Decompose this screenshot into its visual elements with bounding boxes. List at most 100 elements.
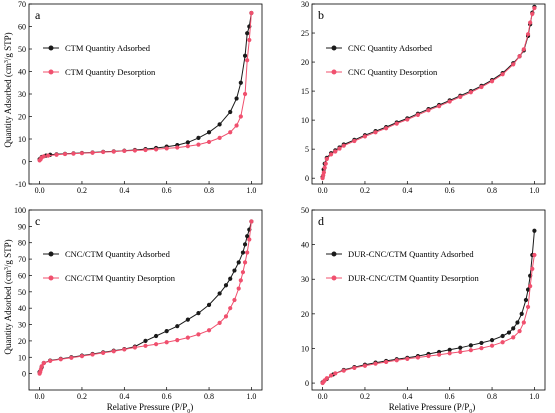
y-tick-label: 0 <box>305 174 309 183</box>
y-tick-label: 40 <box>301 241 309 250</box>
y-tick-label: 10 <box>18 135 26 144</box>
data-point <box>101 149 106 155</box>
data-point <box>479 340 484 346</box>
data-point <box>511 335 516 340</box>
data-point <box>206 130 212 135</box>
data-point <box>228 306 233 311</box>
y-tick-label: 70 <box>18 255 26 264</box>
data-point <box>525 304 531 310</box>
x-tick-label: 0.6 <box>445 392 455 401</box>
x-axis-title-right: Relative Pressure (P/P0) <box>389 402 476 413</box>
legend-label: CNC Quantity Desorption <box>348 67 438 77</box>
data-point <box>447 99 452 104</box>
data-point <box>511 326 516 331</box>
y-axis-title-top: Quantity Adsorbed (cm3/g STP) <box>3 32 13 147</box>
data-point <box>238 278 243 283</box>
data-point <box>245 234 250 239</box>
legend-label: CNC/CTM Quantity Desorption <box>65 273 176 283</box>
y-tick-label: 20 <box>18 113 26 122</box>
data-point <box>458 94 463 100</box>
y-tick-label: 30 <box>18 90 26 99</box>
data-point <box>153 342 159 347</box>
y-axis-title-bottom: Quantity Adsorbed (cm3/g STP) <box>3 239 13 354</box>
data-point <box>48 358 53 363</box>
data-point <box>362 363 368 368</box>
data-point <box>132 345 138 350</box>
data-point <box>236 286 241 291</box>
data-point <box>228 130 233 135</box>
x-tick-label: 0.2 <box>77 186 87 195</box>
data-point <box>242 53 248 58</box>
data-point <box>196 142 201 147</box>
data-point <box>341 143 346 148</box>
data-point <box>489 343 495 348</box>
data-point <box>532 5 537 11</box>
legend-label: CNC Quantity Adsorbed <box>348 43 433 53</box>
data-point <box>511 62 516 67</box>
y-tick-label: 50 <box>18 288 26 297</box>
data-point <box>333 371 338 376</box>
data-point <box>352 365 357 370</box>
data-point <box>206 328 212 333</box>
series-line <box>322 7 535 179</box>
data-point <box>217 291 222 296</box>
data-point <box>196 310 201 316</box>
y-tick-label: 0 <box>22 158 26 167</box>
data-point <box>506 330 512 335</box>
panel-b: 0.0 0.2 0.4 0.6 0.8 1.0 0 5 10 15 20 25 30 b CNC Quant… <box>301 0 546 195</box>
panel-letter: a <box>35 8 41 22</box>
data-point <box>384 126 389 131</box>
y-tick-label: 100 <box>14 206 26 215</box>
x-tick-label: 0.2 <box>77 392 87 401</box>
data-point <box>153 333 159 339</box>
data-point <box>238 80 243 85</box>
legend-marker <box>48 45 54 51</box>
y-tick-label: 40 <box>18 68 26 77</box>
data-point <box>185 317 190 322</box>
y-tick-label: 30 <box>18 321 26 330</box>
series-line <box>39 221 252 373</box>
data-point <box>328 373 334 378</box>
data-point <box>468 348 473 353</box>
data-point <box>532 252 537 258</box>
data-point <box>384 359 389 365</box>
data-point <box>122 347 127 352</box>
data-point <box>394 358 399 363</box>
x-tick-label: 1.0 <box>529 392 539 401</box>
panel-letter: c <box>35 214 40 228</box>
data-point <box>245 58 250 63</box>
data-point <box>426 108 431 113</box>
data-point <box>247 237 252 242</box>
y-tick-label: 60 <box>18 271 26 280</box>
data-point <box>247 37 252 43</box>
x-tick-label: 0.8 <box>204 186 214 195</box>
data-point <box>515 320 520 325</box>
panel-a: 0.0 0.2 0.4 0.6 0.8 1.0 -10 0 10 20 30 40 50 60 70 a CTM… <box>15 0 263 195</box>
data-point <box>426 353 431 359</box>
data-point <box>489 338 495 343</box>
data-point <box>321 170 326 175</box>
data-point <box>122 148 127 154</box>
data-point <box>217 320 222 326</box>
data-point <box>234 123 239 128</box>
data-point <box>223 314 229 319</box>
series-line <box>322 6 535 178</box>
data-point <box>240 270 246 275</box>
data-point <box>394 121 399 126</box>
data-point <box>517 54 522 59</box>
x-tick-label: 1.0 <box>246 186 256 195</box>
panel-letter: d <box>318 214 324 228</box>
x-tick-label: 0.4 <box>402 186 412 195</box>
panel-letter: b <box>318 8 324 22</box>
data-point <box>519 311 524 316</box>
data-point <box>528 284 533 289</box>
plot-frame <box>311 209 546 391</box>
data-point <box>532 228 537 233</box>
y-tick-label: 70 <box>18 0 26 9</box>
data-point <box>69 355 74 360</box>
x-tick-label: 0.8 <box>487 186 497 195</box>
x-tick-label: 0.2 <box>360 186 370 195</box>
y-tick-label: 5 <box>305 145 309 154</box>
y-tick-label: 10 <box>18 353 26 362</box>
